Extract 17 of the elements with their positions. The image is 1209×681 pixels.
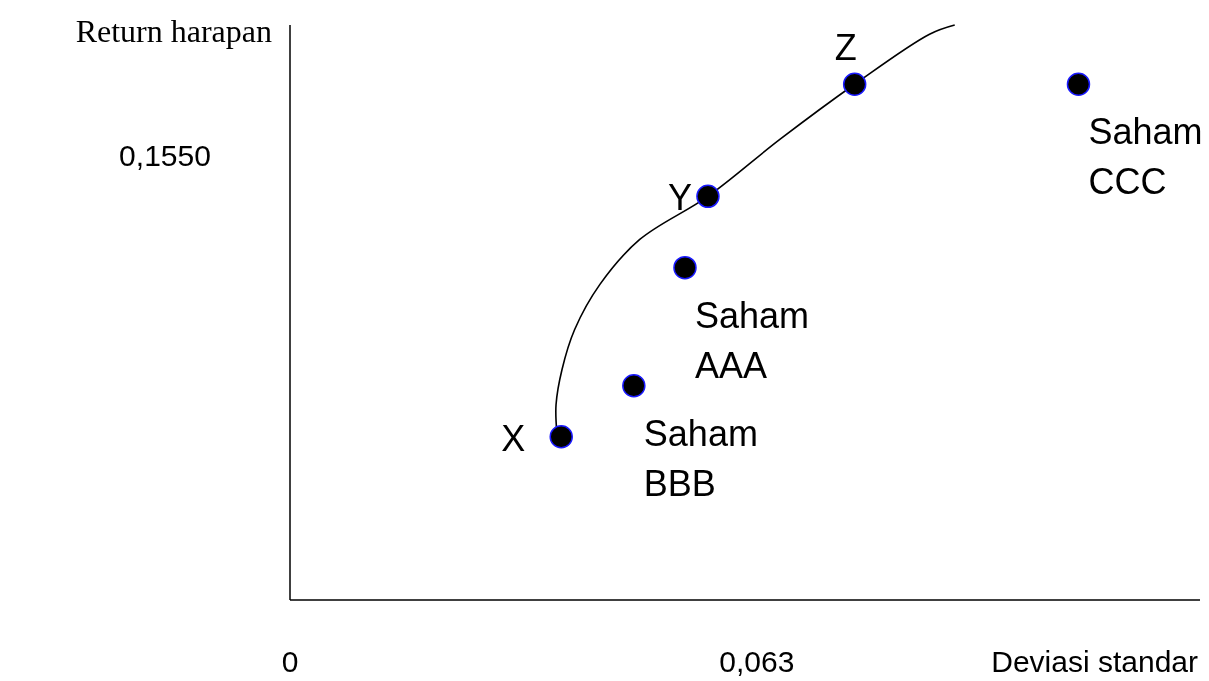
point: [1066, 72, 1091, 96]
x-axis-title: Deviasi standar: [991, 645, 1199, 678]
text: 0,1550: [119, 138, 211, 172]
annotation: Saham BBB: [643, 412, 758, 504]
point: [696, 184, 720, 209]
annotation: Saham AAA: [694, 294, 810, 386]
y-axis-title: Return harapan: [75, 13, 272, 49]
annotation: Saham CCC: [1088, 111, 1203, 203]
point: [622, 374, 646, 398]
annotation: Y: [667, 177, 692, 219]
point: [842, 72, 867, 96]
annotation: X: [501, 417, 526, 459]
annotation: Z: [834, 27, 857, 69]
x-tick-label: 0,063: [719, 645, 795, 678]
point: [673, 255, 697, 280]
x-tick-label: 0: [281, 645, 299, 678]
point: [549, 424, 573, 449]
